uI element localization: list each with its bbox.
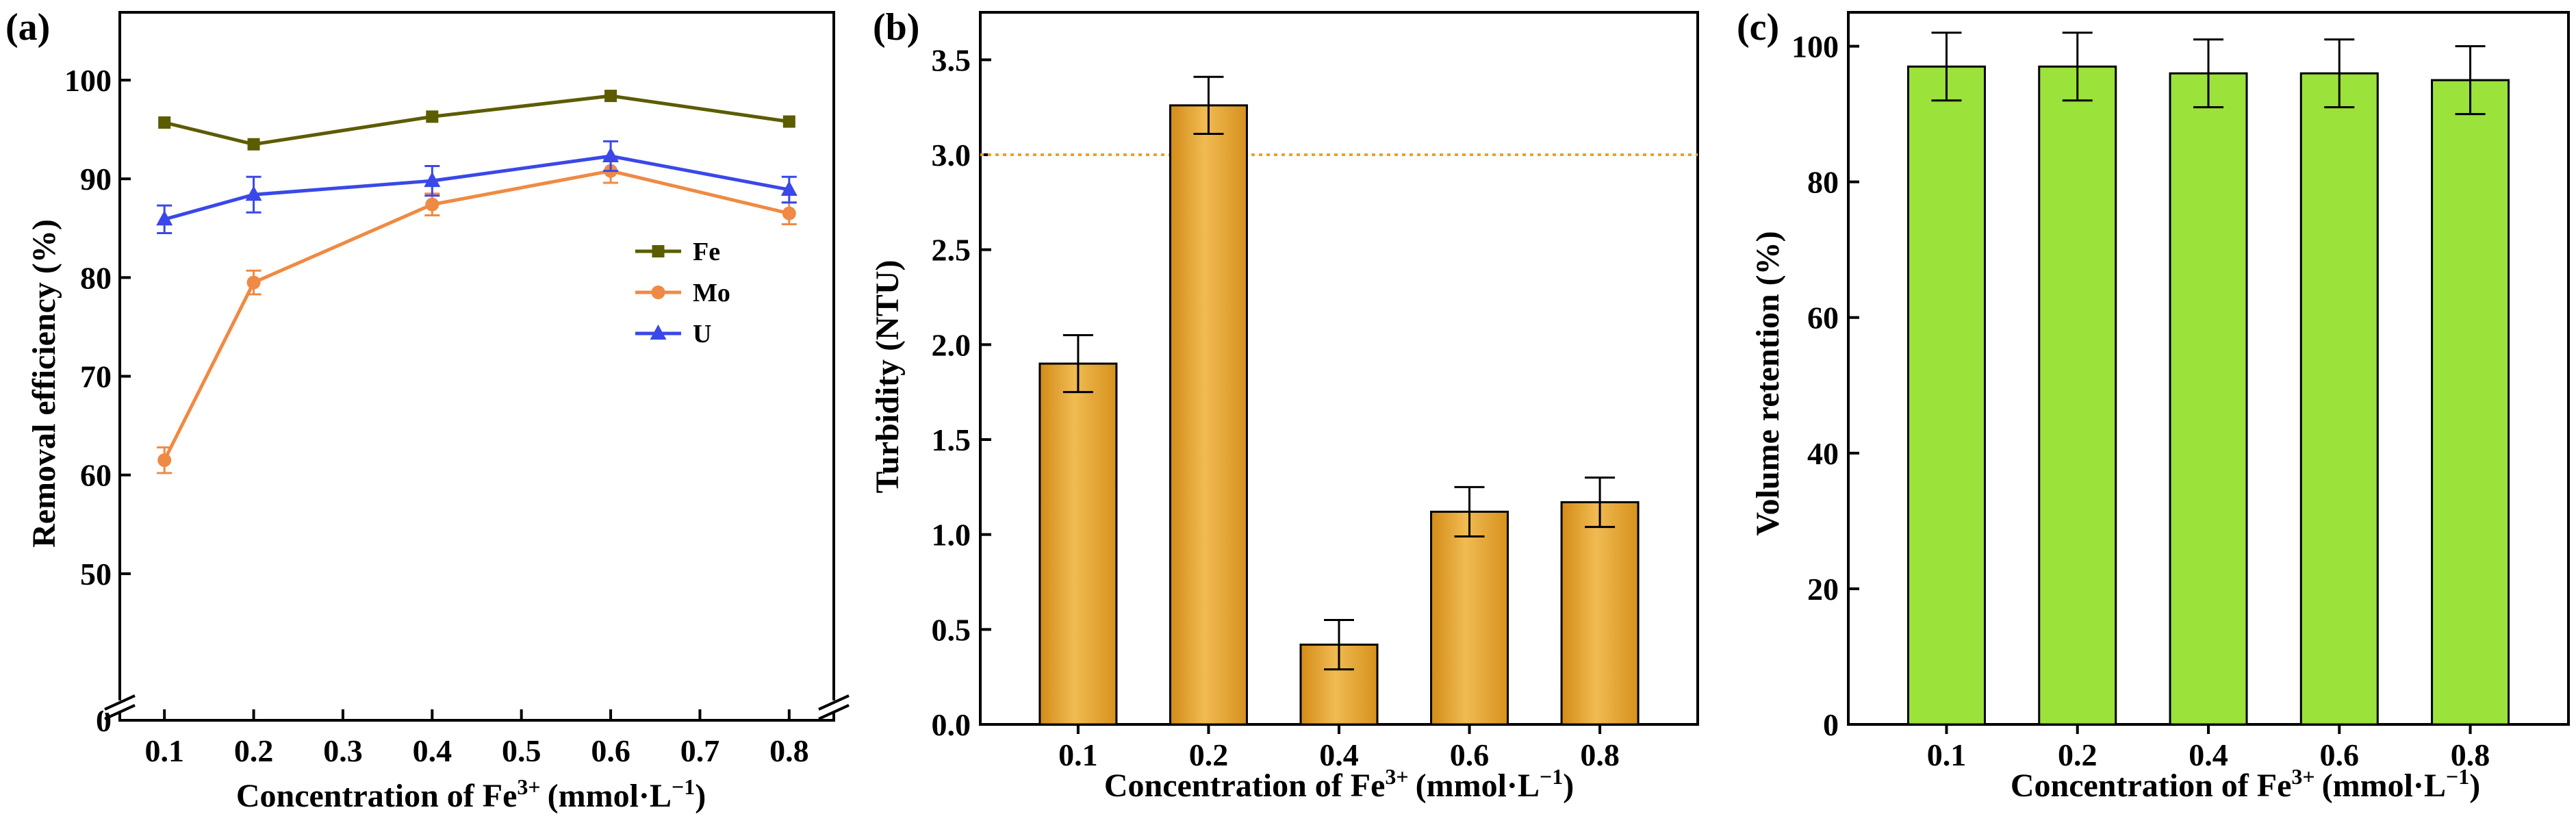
panel-a-x-axis-title: Concentration of Fe3+ (mmol·L−1) bbox=[236, 774, 706, 814]
panel-a-fe-point bbox=[247, 138, 260, 151]
panel-a-u-legend-label: U bbox=[693, 320, 711, 349]
panel-a-y-tick-label: 50 bbox=[80, 557, 112, 592]
panel-c-y-tick-label: 0 bbox=[1823, 707, 1839, 742]
panel-b-bar bbox=[1299, 644, 1379, 726]
panel-c-x-tick-label: 0.6 bbox=[2320, 737, 2360, 772]
panel-a-y-tick-label: 60 bbox=[80, 458, 112, 493]
panel-a-u-line bbox=[164, 154, 790, 221]
panel-b-label: (b) bbox=[873, 6, 919, 49]
panel-a-u-point bbox=[424, 172, 441, 188]
panel-b-y-tick-label: 3.5 bbox=[932, 42, 971, 77]
panel-b-bar bbox=[1430, 510, 1509, 726]
panel-a-mo-point bbox=[246, 275, 261, 290]
panel-a-label: (a) bbox=[5, 6, 50, 49]
panel-a-x-tick-label: 0.4 bbox=[413, 733, 452, 768]
panel-a-break-mark bbox=[104, 694, 136, 711]
panel-a-y-tick-label: 80 bbox=[80, 260, 112, 295]
panel-b-y-axis-title: Turbidity (NTU) bbox=[869, 260, 906, 494]
panel-c-label: (c) bbox=[1737, 6, 1779, 49]
panel-b-x-tick-label: 0.8 bbox=[1580, 737, 1620, 772]
panel-b-y-tick-label: 0.5 bbox=[932, 612, 971, 647]
panel-a-u-legend-marker bbox=[650, 325, 667, 340]
panel-a-fe-point bbox=[426, 110, 439, 123]
panel-c-bar bbox=[2431, 79, 2510, 726]
panel-a-mo-legend-label: Mo bbox=[693, 279, 730, 307]
panel-a-mo-point bbox=[157, 453, 172, 468]
panel-a-fe-point bbox=[604, 90, 617, 103]
panel-c-x-tick-label: 0.8 bbox=[2451, 737, 2490, 772]
panel-a-break-mark bbox=[818, 704, 850, 720]
panel-c-y-tick-label: 40 bbox=[1807, 436, 1839, 471]
panel-c-bar bbox=[1907, 65, 1986, 726]
panel-a-y-tick-label: 100 bbox=[64, 63, 112, 98]
panel-b-bar bbox=[1169, 104, 1248, 726]
panel-b-x-tick-label: 0.4 bbox=[1319, 737, 1359, 772]
panel-b-x-tick-label: 0.6 bbox=[1450, 737, 1490, 772]
panel-a-u-point bbox=[602, 147, 620, 163]
panel-b-x-axis-title: Concentration of Fe3+ (mmol·L−1) bbox=[1104, 764, 1574, 804]
panel-a-x-tick-label: 0.2 bbox=[234, 733, 274, 768]
panel-b-y-tick-label: 1.0 bbox=[932, 518, 971, 553]
panel-a-mo-point bbox=[425, 197, 439, 212]
panel-a-fe-legend-marker bbox=[652, 245, 665, 257]
panel-a-mo-point bbox=[782, 206, 796, 220]
panel-b-bar bbox=[1560, 501, 1640, 726]
panel-a-y-axis-title: Removal efficiency (%) bbox=[26, 219, 62, 548]
panel-b-bar bbox=[1038, 362, 1118, 726]
panel-b-turbidity: (b) 0.0 0.5 1.0 1.5 2.0 2.5 3.0 3.5 0.1 0.2 0.4 0.6… bbox=[869, 6, 1699, 804]
panel-c-y-tick-label: 60 bbox=[1807, 301, 1839, 335]
panel-a-u-point bbox=[156, 210, 173, 226]
panel-c-y-tick-label: 100 bbox=[1791, 29, 1839, 64]
panel-c-x-tick-label: 0.4 bbox=[2189, 737, 2228, 772]
panel-c-x-tick-label: 0.1 bbox=[1927, 737, 1967, 772]
panel-c-bar bbox=[2038, 65, 2117, 726]
panel-a-fe-line bbox=[164, 94, 790, 147]
panel-a-y-tick-label: 90 bbox=[80, 162, 112, 197]
panel-b-y-tick-label: 2.0 bbox=[932, 327, 971, 362]
panel-c-bar bbox=[2169, 72, 2248, 726]
panel-a-x-tick-label: 0.6 bbox=[591, 733, 630, 768]
panel-a-mo-line bbox=[162, 169, 790, 461]
panel-a-x-tick-label: 0.1 bbox=[144, 733, 184, 768]
panel-c-volume-retention: (c) 0 20 40 60 80 100 0.1 0.2 0.4 0.6 0.8 Volume r… bbox=[1737, 6, 2570, 804]
panel-c-x-tick-label: 0.2 bbox=[2058, 737, 2097, 772]
panel-a-fe-point bbox=[158, 116, 171, 129]
panel-c-y-tick-label: 20 bbox=[1807, 572, 1839, 607]
panel-c-plot-area: 0 20 40 60 80 100 0.1 0.2 0.4 0.6 0.8 bbox=[1791, 11, 2570, 772]
panel-b-plot-area: 0.0 0.5 1.0 1.5 2.0 2.5 3.0 3.5 0.1 0.2 0.4 0.6 0.8 bbox=[932, 11, 1699, 772]
panel-a-y-tick-label: 70 bbox=[80, 359, 112, 394]
panel-c-y-tick-label: 80 bbox=[1807, 165, 1839, 200]
panel-a-x-tick-label: 0.7 bbox=[680, 733, 720, 768]
panel-b-y-tick-label: 1.5 bbox=[932, 422, 971, 457]
panel-b-y-tick-label: 0.0 bbox=[932, 707, 971, 742]
panel-b-y-tick-label: 3.0 bbox=[932, 138, 971, 173]
panel-b-x-tick-label: 0.2 bbox=[1189, 737, 1229, 772]
panel-a-fe-point bbox=[782, 115, 795, 128]
panel-a-frame bbox=[118, 11, 835, 722]
panel-b-x-tick-label: 0.1 bbox=[1058, 737, 1098, 772]
panel-a-break-mark bbox=[104, 704, 136, 720]
panel-c-bar bbox=[2299, 72, 2379, 726]
panel-a-u-point bbox=[245, 186, 262, 201]
panel-a-x-tick-label: 0.5 bbox=[502, 733, 541, 768]
panel-a-break-mark bbox=[818, 694, 850, 711]
panel-a-x-tick-label: 0.3 bbox=[323, 733, 363, 768]
panel-b-y-tick-label: 2.5 bbox=[932, 233, 971, 268]
panel-a-x-tick-label: 0.8 bbox=[769, 733, 809, 768]
panel-a-fe-legend-label: Fe bbox=[693, 238, 720, 266]
panel-c-y-axis-title: Volume retention (%) bbox=[1750, 231, 1786, 535]
panel-a-mo-legend-marker bbox=[651, 286, 665, 299]
panel-c-x-axis-title: Concentration of Fe3+ (mmol·L−1) bbox=[2011, 764, 2480, 804]
panel-a-u-point bbox=[780, 181, 798, 197]
